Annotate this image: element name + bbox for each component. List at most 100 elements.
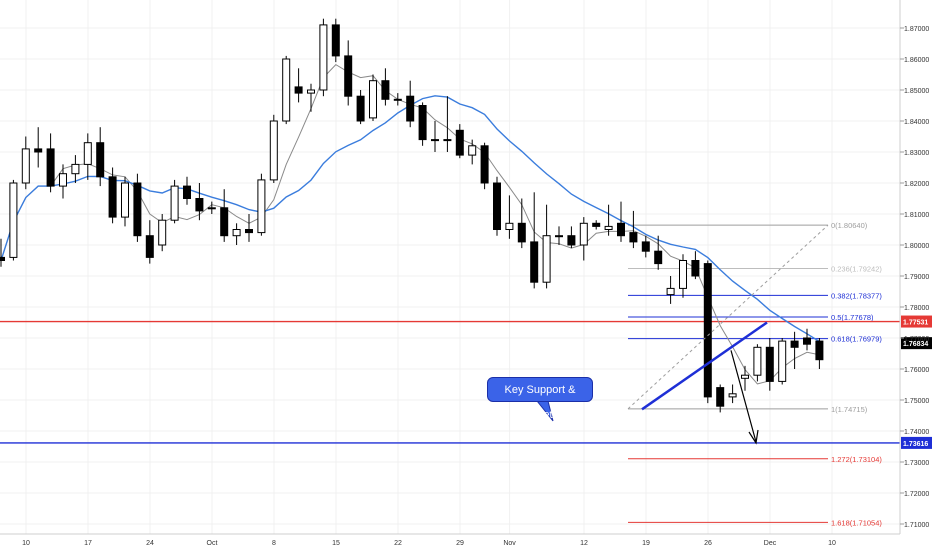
candle-body (592, 222, 601, 227)
candle-body (517, 222, 526, 243)
y-tick-label: 1.79000 (904, 274, 929, 281)
x-tick-label: 22 (394, 540, 402, 547)
candle-body (369, 80, 377, 119)
candle-body (790, 340, 799, 348)
candle-body (579, 222, 588, 246)
candle-body (71, 163, 80, 175)
y-tick-label: 1.82000 (904, 181, 929, 188)
y-tick-label: 1.73000 (904, 460, 929, 467)
fib-level-label: 0.618(1.76979) (831, 335, 882, 344)
x-tick-label: Dec (764, 540, 777, 547)
candle-body (493, 182, 501, 230)
candle-body (245, 229, 253, 234)
candle-body (741, 374, 749, 379)
price-tag-bg (901, 436, 932, 449)
y-tick-label: 1.75000 (904, 398, 929, 405)
x-tick-label: 17 (84, 540, 92, 547)
x-tick-label: 10 (22, 540, 30, 547)
candle-body (455, 129, 464, 156)
y-tick-label: 1.84000 (904, 119, 929, 126)
candle-body (716, 387, 725, 407)
candle-body (34, 148, 43, 153)
candle-body (765, 346, 774, 382)
projection-arrow-head (748, 429, 759, 445)
candle-body (691, 260, 700, 277)
candle-body (530, 241, 539, 283)
fib-level-label: 0.5(1.77678) (831, 313, 874, 322)
candle-body (480, 145, 489, 184)
fib-level-label: 1(1.74715) (831, 405, 868, 414)
x-tick-label: 12 (580, 540, 588, 547)
y-tick-label: 1.71000 (904, 522, 929, 529)
candle-body (220, 207, 229, 237)
candle-body (83, 142, 92, 165)
support-trendline (641, 321, 768, 411)
candle-body (232, 229, 241, 237)
candle-body (294, 86, 303, 94)
candle-body (629, 232, 638, 243)
candle-body (344, 55, 353, 97)
candle-body (331, 24, 340, 57)
candle-body (815, 340, 824, 361)
x-tick-label: Nov (503, 540, 516, 547)
candle-body (604, 225, 613, 230)
x-tick-label: 10 (828, 540, 836, 547)
candle-body (567, 235, 576, 246)
fib-level-label: 1.618(1.71054) (831, 518, 882, 527)
price-tag-bg (901, 315, 932, 328)
current-price-tag-bg (901, 337, 932, 350)
candle-body (0, 256, 5, 261)
y-tick-label: 1.80000 (904, 243, 929, 250)
candle-body (443, 139, 452, 142)
candle-body (679, 260, 687, 289)
price-tag-label: 1.77531 (903, 320, 928, 327)
candle-body (195, 198, 204, 212)
x-tick-label: 8 (272, 540, 276, 547)
x-tick-label: Oct (207, 540, 218, 547)
candle-body (121, 182, 129, 218)
fib-level-label: 1.272(1.73104) (831, 455, 882, 464)
current-price-tag-label: 1.76834 (903, 341, 928, 348)
candle-body (418, 105, 427, 141)
fib-level-label: 0.236(1.79242) (831, 264, 882, 273)
candle-body (778, 340, 787, 382)
candle-body (381, 80, 390, 100)
annotation-callout: Key Support & Targets (487, 377, 593, 421)
y-tick-label: 1.83000 (904, 150, 929, 157)
y-tick-label: 1.76000 (904, 367, 929, 374)
candle-body (703, 263, 712, 398)
candle-body (9, 182, 18, 258)
candle-body (319, 24, 328, 91)
candle-body (393, 98, 402, 101)
candle-body (803, 337, 811, 345)
candle-body (753, 346, 762, 376)
x-tick-label: 29 (456, 540, 464, 547)
price-tag-label: 1.73616 (903, 441, 928, 448)
fib-level-label: 0.382(1.78377) (831, 291, 882, 300)
y-tick-label: 1.78000 (904, 305, 929, 312)
candle-body (257, 179, 266, 234)
candle-body (666, 287, 675, 296)
candle-body (505, 222, 514, 231)
x-tick-label: 24 (146, 540, 154, 547)
candle-body (431, 139, 439, 142)
candle-body (207, 207, 216, 210)
candle-body (641, 241, 650, 252)
y-tick-label: 1.86000 (904, 57, 929, 64)
candle-body (282, 58, 291, 122)
y-tick-label: 1.72000 (904, 491, 929, 498)
candle-body (46, 148, 55, 187)
candle-body (307, 89, 315, 94)
candle-body (356, 95, 365, 122)
candle-body (170, 185, 179, 221)
candle-body (555, 235, 563, 238)
candle-body (158, 219, 167, 246)
y-tick-label: 1.85000 (904, 88, 929, 95)
y-tick-label: 1.74000 (904, 429, 929, 436)
y-tick-label: 1.87000 (904, 26, 929, 33)
projection-arrow-line (730, 350, 757, 443)
slow-ma-line (0, 95, 820, 343)
x-tick-label: 15 (332, 540, 340, 547)
